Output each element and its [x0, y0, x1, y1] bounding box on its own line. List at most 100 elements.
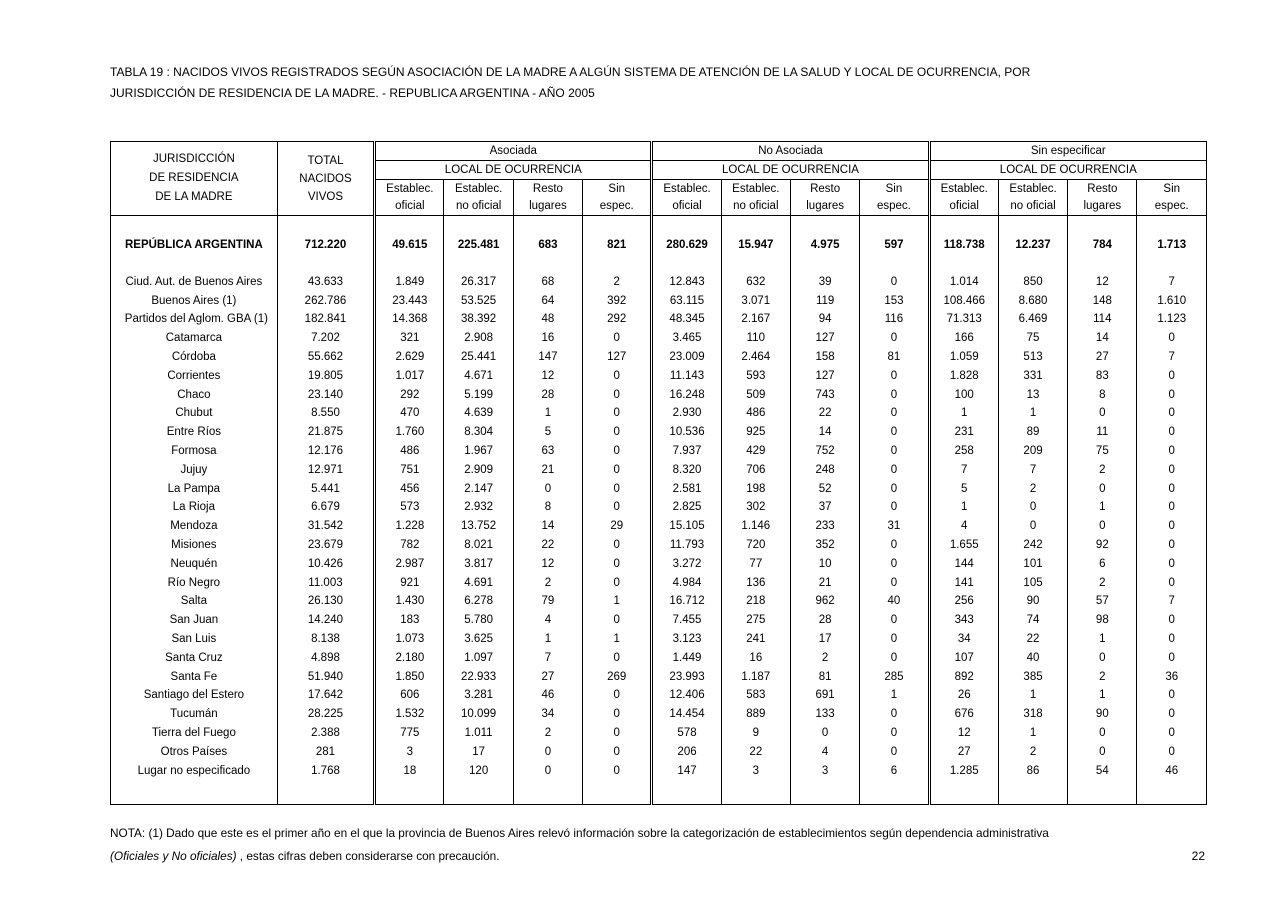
value-cell: 8.550	[276, 404, 376, 424]
jurisdiction-cell: San Juan	[110, 611, 278, 630]
value-cell: 120	[443, 761, 514, 781]
value-cell: 147	[650, 761, 722, 781]
value-cell	[789, 254, 861, 273]
value-cell: 331	[997, 366, 1069, 386]
page-number: 22	[1191, 849, 1205, 864]
value-cell: 77	[720, 554, 791, 574]
jurisdiction-cell: Santa Cruz	[110, 648, 278, 668]
value-cell: 107	[927, 648, 999, 668]
value-cell: 0	[582, 761, 653, 781]
jurisdiction-header: JURISDICCIÓN DE RESIDENCIA DE LA MADRE	[110, 141, 278, 216]
value-cell: 1.017	[373, 366, 445, 386]
value-cell: 2.629	[373, 347, 445, 367]
value-cell: 1.967	[443, 441, 514, 461]
value-cell: 0	[582, 385, 653, 405]
value-cell: 8.138	[276, 629, 376, 649]
value-cell: 0	[859, 385, 930, 405]
value-cell: 52	[789, 479, 861, 499]
value-cell	[443, 780, 514, 805]
value-cell: 0	[859, 460, 930, 480]
value-cell: 1.610	[1136, 291, 1207, 311]
value-cell: 75	[997, 329, 1069, 348]
value-cell: 75	[1067, 441, 1138, 461]
jurisdiction-cell: La Rioja	[110, 498, 278, 518]
value-cell: 14.454	[650, 705, 722, 724]
value-cell: 15.105	[650, 517, 722, 536]
value-cell: 0	[582, 329, 653, 348]
jurisdiction-cell: La Pampa	[110, 479, 278, 499]
value-cell: 0	[582, 423, 653, 442]
value-cell: 114	[1067, 310, 1138, 330]
table-body: REPÚBLICA ARGENTINA 712.220 49.615 225.481 6…	[110, 215, 1207, 805]
value-cell: 0	[512, 742, 584, 762]
value-cell: 3.123	[650, 629, 722, 649]
value-cell: 0	[859, 498, 930, 518]
value-cell: 15.947	[720, 236, 791, 255]
column-header: Establec. no oficial	[443, 179, 514, 216]
value-cell: 81	[789, 667, 861, 687]
value-cell: 14	[1067, 329, 1138, 348]
value-cell: 2.825	[650, 498, 722, 518]
value-cell	[927, 780, 999, 805]
value-cell: 48	[512, 310, 584, 330]
value-cell: 1.655	[927, 535, 999, 555]
jurisdiction-cell: San Luis	[110, 629, 278, 649]
value-cell: 1.073	[373, 629, 445, 649]
value-cell: 962	[789, 592, 861, 612]
value-cell: 921	[373, 573, 445, 593]
value-cell: 231	[927, 423, 999, 442]
value-cell: 0	[859, 573, 930, 593]
value-cell: 2	[582, 272, 653, 292]
value-cell: 1	[1067, 629, 1138, 649]
value-cell: 2.932	[443, 498, 514, 518]
value-cell: 1.849	[373, 272, 445, 292]
jurisdiction-cell: Corrientes	[110, 366, 278, 386]
jurisdiction-cell: Misiones	[110, 535, 278, 555]
title-line-2: JURISDICCIÓN DE RESIDENCIA DE LA MADRE. …	[110, 86, 595, 100]
value-cell: 13.752	[443, 517, 514, 536]
value-cell: 63	[512, 441, 584, 461]
value-cell: 683	[512, 236, 584, 255]
value-cell: 248	[789, 460, 861, 480]
value-cell: 158	[789, 347, 861, 367]
value-cell: 256	[927, 592, 999, 612]
value-cell: 0	[1067, 723, 1138, 743]
jurisdiction-cell: Partidos del Aglom. GBA (1)	[110, 310, 278, 330]
jurisdiction-cell: Chaco	[110, 385, 278, 405]
value-cell: 5	[927, 479, 999, 499]
value-cell: 850	[997, 272, 1069, 292]
value-cell: 691	[789, 686, 861, 706]
total-row: REPÚBLICA ARGENTINA 712.220 49.615 225.481 6…	[110, 236, 1207, 255]
jurisdiction-cell: Chubut	[110, 404, 278, 424]
value-cell: 1.532	[373, 705, 445, 724]
value-cell	[276, 254, 376, 273]
value-cell: 0	[582, 366, 653, 386]
value-cell: 385	[997, 667, 1069, 687]
value-cell: 27	[927, 742, 999, 762]
value-cell: 90	[1067, 705, 1138, 724]
table-row: San Juan 14.240 183 5.780 4 0 7.455 275 28 0 343 74…	[110, 611, 1207, 630]
value-cell: 34	[927, 629, 999, 649]
value-cell: 34	[512, 705, 584, 724]
value-cell: 0	[1067, 404, 1138, 424]
value-cell: 83	[1067, 366, 1138, 386]
jurisdiction-cell: Jujuy	[110, 460, 278, 480]
value-cell	[720, 254, 791, 273]
value-cell	[927, 254, 999, 273]
value-cell	[789, 215, 861, 236]
table-row: Otros Países 281 3 17 0 0 206 22 4 0 27 2 0 0	[110, 742, 1207, 762]
value-cell	[443, 215, 514, 236]
value-cell: 0	[582, 479, 653, 499]
value-cell: 2	[997, 479, 1069, 499]
value-cell: 23.009	[650, 347, 722, 367]
jurisdiction-cell: Córdoba	[110, 347, 278, 367]
value-cell: 4.691	[443, 573, 514, 593]
value-cell: 8	[512, 498, 584, 518]
value-cell: 19.805	[276, 366, 376, 386]
value-cell: 2.908	[443, 329, 514, 348]
value-cell: 0	[1136, 573, 1207, 593]
value-cell: 1.187	[720, 667, 791, 687]
value-cell: 275	[720, 611, 791, 630]
value-cell: 583	[720, 686, 791, 706]
value-cell: 0	[1136, 441, 1207, 461]
